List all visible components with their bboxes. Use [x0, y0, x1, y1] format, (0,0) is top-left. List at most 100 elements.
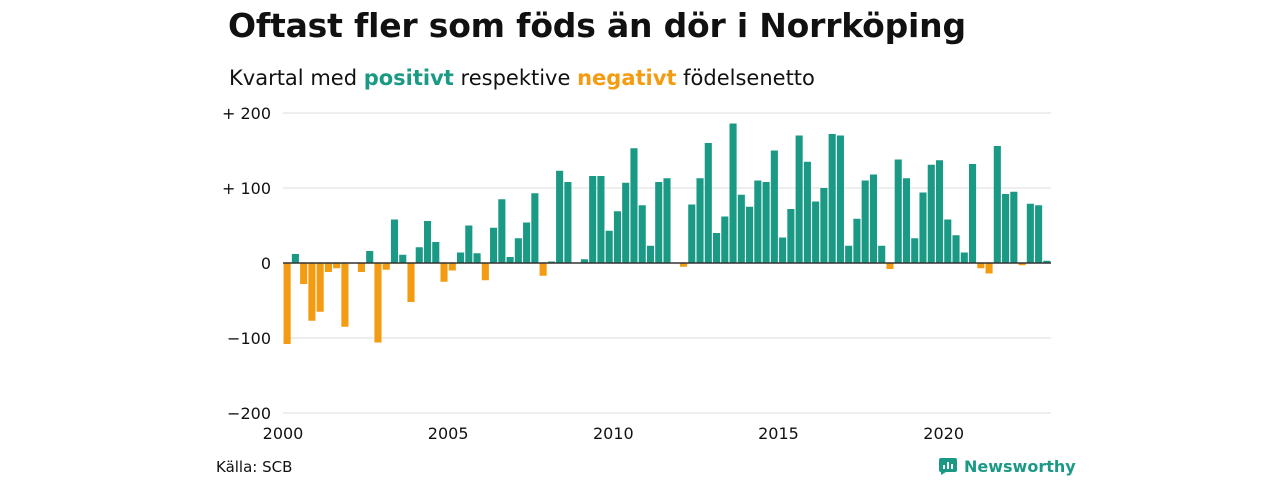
bar-positive: [457, 252, 465, 263]
bar-positive: [787, 209, 795, 263]
bar-negative: [324, 263, 332, 272]
chart-title: Oftast fler som föds än dör i Norrköping: [228, 6, 966, 45]
bar-positive: [944, 219, 952, 263]
bar-positive: [1043, 260, 1051, 263]
bar-positive: [688, 204, 696, 263]
bar-negative: [407, 263, 415, 302]
bar-positive: [820, 188, 828, 263]
bar-positive: [399, 254, 407, 263]
y-tick-label: + 100: [222, 179, 271, 198]
subtitle-prefix: Kvartal med: [229, 66, 358, 90]
bar-positive: [770, 150, 778, 263]
bar-positive: [638, 205, 646, 263]
y-tick-label: −100: [227, 329, 271, 348]
y-tick-label: −200: [227, 404, 271, 423]
bar-positive: [721, 216, 729, 263]
bar-positive: [1002, 194, 1010, 263]
bar-positive: [580, 259, 588, 263]
bar-positive: [622, 182, 630, 263]
bar-positive: [523, 222, 531, 263]
bar-positive: [1035, 205, 1043, 263]
bar-positive: [762, 182, 770, 263]
brand-name: Newsworthy: [964, 456, 1076, 476]
chart-subtitle: Kvartal med positivt respektive negativt…: [229, 66, 815, 90]
bar-positive: [803, 161, 811, 263]
bar-positive: [878, 245, 886, 263]
subtitle-suffix: födelsenetto: [683, 66, 815, 90]
bar-positive: [737, 194, 745, 263]
bar-positive: [655, 182, 663, 263]
bar-negative: [1018, 263, 1026, 266]
bar-positive: [853, 218, 861, 263]
bar-negative: [679, 263, 688, 267]
bar-positive: [696, 178, 704, 263]
bar-negative: [539, 263, 547, 276]
bar-negative: [886, 263, 894, 269]
bar-positive: [861, 180, 869, 263]
bar-positive: [556, 170, 564, 263]
bar-positive: [828, 134, 836, 263]
newsworthy-logo-icon: [939, 458, 957, 475]
subtitle-positive-label: positivt: [363, 66, 454, 90]
bar-positive: [465, 225, 473, 263]
bar-positive: [423, 221, 432, 263]
bar-positive: [746, 206, 754, 263]
bar-positive: [432, 242, 440, 263]
bar-positive: [1026, 203, 1034, 263]
bar-negative: [333, 263, 341, 269]
bar-positive: [473, 253, 481, 263]
bar-positive: [754, 180, 762, 263]
bar-positive: [927, 164, 935, 263]
bar-negative: [382, 263, 390, 270]
bar-positive: [613, 211, 621, 263]
bar-positive: [490, 227, 498, 263]
y-tick-label: 0: [261, 254, 271, 273]
brand-logo: Newsworthy: [938, 456, 1076, 476]
bar-positive: [969, 164, 977, 263]
bar-positive: [605, 230, 613, 263]
bar-positive: [506, 257, 514, 263]
bar-positive: [531, 193, 539, 263]
bar-positive: [845, 245, 853, 263]
bar-positive: [704, 143, 712, 263]
bar-positive: [663, 178, 671, 263]
bar-negative: [308, 263, 316, 321]
bar-positive: [564, 182, 572, 263]
bar-positive: [498, 199, 506, 263]
bar-positive: [729, 123, 737, 263]
bar-positive: [894, 159, 902, 263]
bar-positive: [291, 254, 299, 263]
bar-positive: [597, 176, 605, 263]
bar-positive: [713, 233, 721, 263]
x-tick-label: 2010: [593, 424, 634, 443]
bar-negative: [481, 263, 489, 281]
bar-positive: [836, 135, 844, 263]
bar-positive: [919, 192, 927, 263]
x-tick-label: 2015: [758, 424, 799, 443]
bar-negative: [341, 263, 349, 327]
x-tick-label: 2000: [263, 424, 304, 443]
bar-negative: [300, 263, 308, 284]
bar-negative: [985, 263, 993, 274]
bar-positive: [514, 238, 522, 263]
source-note: Källa: SCB: [216, 458, 293, 476]
bar-negative: [448, 263, 456, 271]
bar-positive: [1010, 191, 1018, 263]
bar-negative: [316, 263, 324, 312]
bar-positive: [795, 135, 803, 263]
bar-positive: [869, 174, 877, 263]
subtitle-middle: respektive: [460, 66, 571, 90]
bar-positive: [646, 245, 655, 263]
bar-positive: [960, 252, 968, 263]
bar-negative: [283, 263, 291, 344]
y-tick-label: + 200: [222, 104, 271, 123]
bar-positive: [415, 247, 423, 263]
bar-negative: [357, 263, 365, 272]
bar-negative: [374, 263, 382, 343]
bar-positive: [935, 160, 944, 263]
bar-positive: [589, 176, 597, 263]
bar-positive: [779, 237, 787, 263]
bar-positive: [390, 219, 399, 263]
bar-positive: [993, 146, 1001, 263]
